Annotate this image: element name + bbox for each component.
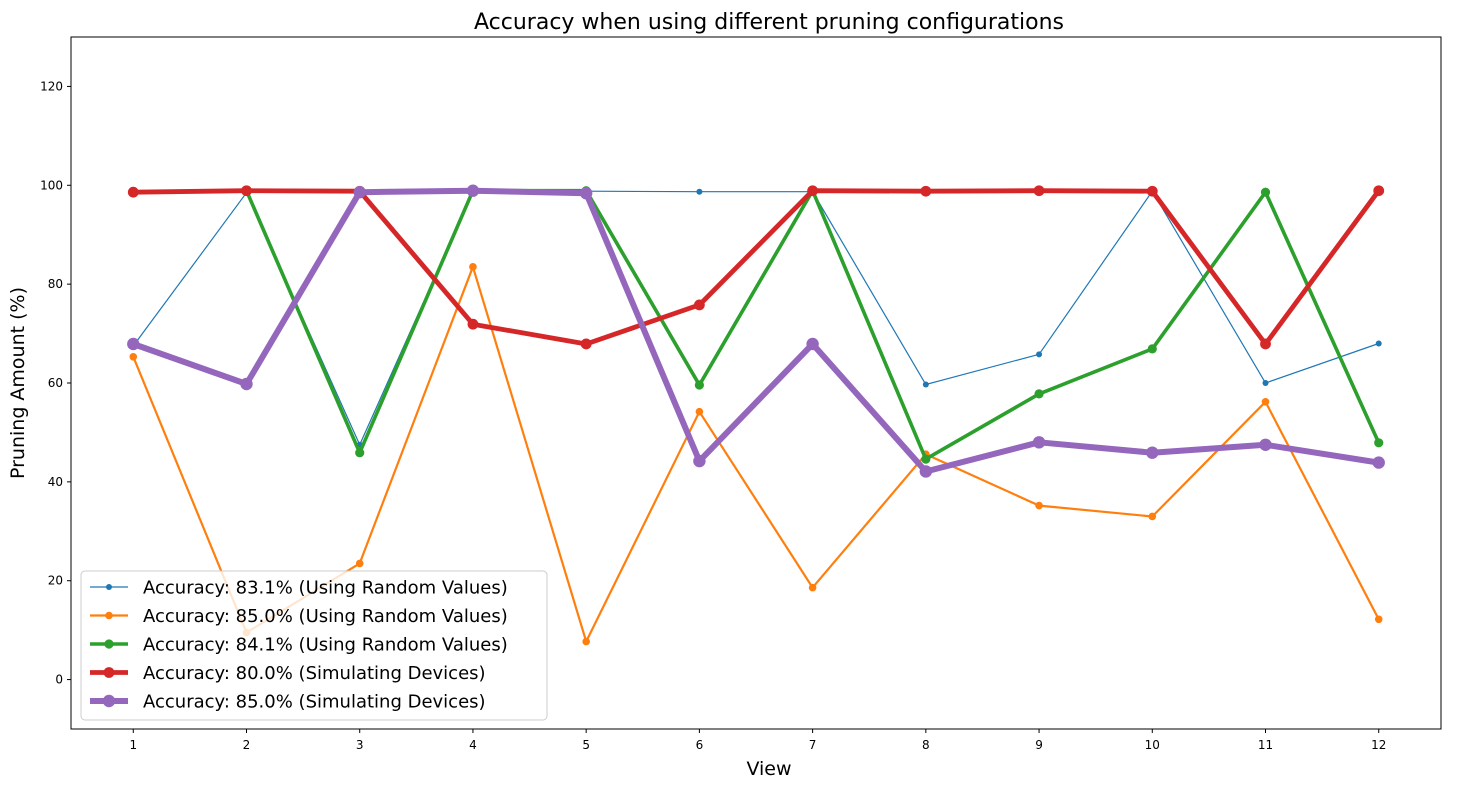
x-tick-label: 6 — [696, 738, 704, 752]
legend-item: Accuracy: 85.0% (Simulating Devices) — [90, 692, 486, 713]
x-tick-label: 11 — [1258, 738, 1273, 752]
x-tick-label: 10 — [1145, 738, 1160, 752]
data-point — [919, 465, 933, 478]
legend-label: Accuracy: 85.0% (Simulating Devices) — [143, 692, 486, 713]
data-point — [1148, 512, 1157, 521]
series-group — [127, 184, 1385, 646]
y-tick-label: 80 — [48, 277, 63, 291]
data-point — [1375, 340, 1382, 347]
data-point — [807, 185, 819, 197]
data-point — [1032, 436, 1046, 449]
series-5 — [127, 184, 1385, 478]
series-line — [244, 188, 1381, 461]
data-point — [469, 263, 477, 271]
data-point — [129, 353, 138, 361]
x-tick-label: 3 — [356, 738, 364, 752]
data-point — [1036, 351, 1043, 358]
data-point — [922, 381, 929, 388]
data-point — [580, 338, 592, 350]
data-point — [467, 318, 479, 330]
x-tick-label: 8 — [922, 738, 930, 752]
data-point — [693, 299, 705, 311]
y-tick-label: 0 — [55, 673, 63, 687]
data-point — [694, 380, 704, 390]
x-tick-label: 5 — [582, 738, 590, 752]
legend-item: Accuracy: 80.0% (Simulating Devices) — [90, 663, 486, 684]
data-point — [921, 454, 931, 464]
y-axis: 0 20 40 60 80 100 120 — [40, 79, 71, 687]
legend-label: Accuracy: 80.0% (Simulating Devices) — [143, 663, 486, 684]
data-point — [1035, 501, 1043, 510]
data-point — [355, 559, 364, 568]
y-tick-label: 60 — [48, 376, 63, 390]
x-tick-label: 1 — [129, 738, 137, 752]
x-tick-label: 12 — [1371, 738, 1386, 752]
x-axis-label: View — [746, 758, 791, 780]
data-point — [1033, 185, 1045, 197]
data-point — [582, 637, 590, 646]
data-point — [1259, 438, 1272, 451]
x-axis: 1 2 3 4 5 6 7 8 9 10 11 12 — [129, 729, 1386, 752]
y-axis-label: Pruning Amount (%) — [7, 287, 29, 479]
data-point — [127, 337, 140, 351]
data-point — [579, 186, 593, 200]
data-point — [1374, 615, 1383, 624]
legend-item: Accuracy: 84.1% (Using Random Values) — [90, 635, 508, 656]
data-point — [1374, 438, 1384, 448]
y-tick-label: 40 — [48, 475, 63, 489]
series-line — [133, 188, 1381, 347]
data-point — [1373, 185, 1385, 197]
legend-swatch-marker — [103, 667, 115, 678]
legend-label: Accuracy: 85.0% (Using Random Values) — [143, 606, 508, 627]
data-point — [1034, 389, 1044, 399]
legend-swatch-marker — [105, 611, 113, 620]
y-tick-label: 100 — [40, 178, 63, 192]
y-tick-label: 120 — [40, 79, 63, 93]
legend-item: Accuracy: 83.1% (Using Random Values) — [90, 578, 508, 599]
data-point — [1260, 187, 1271, 197]
data-point — [920, 185, 932, 197]
data-point — [1146, 446, 1159, 459]
legend-item: Accuracy: 85.0% (Using Random Values) — [90, 606, 508, 627]
y-tick-label: 20 — [48, 574, 63, 588]
data-point — [241, 185, 252, 197]
data-point — [127, 186, 139, 198]
data-point — [696, 188, 703, 195]
x-tick-label: 2 — [243, 738, 251, 752]
series-line — [132, 187, 1380, 475]
x-tick-label: 9 — [1035, 738, 1043, 752]
legend-swatch-marker — [102, 694, 116, 708]
data-point — [806, 337, 819, 351]
data-point — [808, 583, 817, 592]
legend-box — [80, 570, 548, 721]
data-point — [1260, 338, 1271, 350]
x-tick-label: 7 — [809, 738, 817, 752]
chart-title: Accuracy when using different pruning co… — [474, 10, 1064, 35]
series-line — [132, 190, 1379, 446]
data-point — [695, 407, 704, 416]
data-point — [1147, 344, 1157, 354]
data-point — [1372, 456, 1385, 469]
legend-swatch-marker — [104, 639, 114, 649]
data-point — [466, 184, 480, 197]
legend-label: Accuracy: 84.1% (Using Random Values) — [143, 635, 508, 656]
data-point — [693, 454, 706, 468]
series-1 — [130, 188, 1382, 448]
x-tick-label: 4 — [469, 738, 477, 752]
legend-label: Accuracy: 83.1% (Using Random Values) — [143, 578, 508, 599]
data-point — [355, 448, 365, 458]
data-point — [1146, 185, 1158, 197]
legend: Accuracy: 83.1% (Using Random Values) Acc… — [80, 570, 548, 721]
data-point — [1262, 380, 1269, 386]
data-point — [240, 377, 253, 391]
data-point — [353, 186, 366, 199]
data-point — [1261, 397, 1270, 406]
legend-swatch-marker — [106, 584, 112, 590]
